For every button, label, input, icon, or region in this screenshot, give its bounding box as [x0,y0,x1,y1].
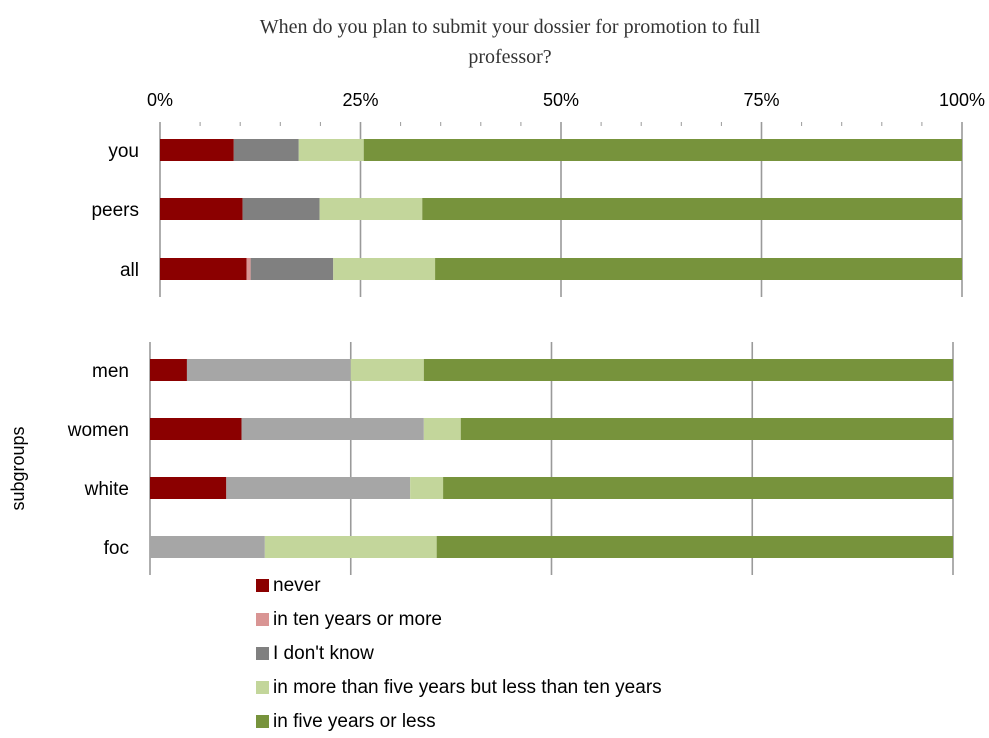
x-tick-label-50: 50% [543,90,579,110]
category-label-foc: foc [104,538,129,559]
bar-women-in-more-than-five-years-but-less-than-ten-years [423,418,461,440]
category-label-women: women [67,420,129,441]
bar-you-i-don-t-know [233,139,299,161]
category-label-men: men [92,361,129,382]
bar-women-never [150,418,242,440]
legend-label-in-ten-years-or-more: in ten years or more [273,609,442,630]
bar-peers-in-five-years-or-less [422,198,962,220]
bar-you-in-five-years-or-less [363,139,962,161]
bar-foc-in-more-than-five-years-but-less-than-ten-years [264,536,437,558]
chart-title-line-2: professor? [468,46,551,68]
bar-you-in-more-than-five-years-but-less-than-ten-years [298,139,364,161]
bar-men-in-five-years-or-less [423,359,953,381]
bar-white-in-more-than-five-years-but-less-than-ten-years [410,477,444,499]
legend-swatch-in-more-than-five-years-but-less-than-ten-years [256,681,269,694]
y-axis-label: subgroups [8,426,28,510]
bar-men-i-don-t-know [186,359,351,381]
category-label-you: you [108,141,139,162]
bar-all-i-don-t-know [250,258,334,280]
bar-foc-in-five-years-or-less [436,536,953,558]
x-tick-label-0: 0% [147,90,173,110]
bar-foc-i-don-t-know [150,536,265,558]
legend-label-never: never [273,575,321,596]
category-label-all: all [120,260,139,281]
bar-women-in-five-years-or-less [460,418,953,440]
x-tick-label-100: 100% [939,90,985,110]
legend-swatch-i-don-t-know [256,647,269,660]
bar-all-in-ten-years-or-more [246,258,251,280]
x-tick-label-25: 25% [342,90,378,110]
legend-swatch-never [256,579,269,592]
bar-all-in-five-years-or-less [435,258,962,280]
bar-peers-i-don-t-know [242,198,320,220]
x-tick-label-75: 75% [743,90,779,110]
bar-white-i-don-t-know [226,477,411,499]
legend-label-in-five-years-or-less: in five years or less [273,711,436,732]
bar-all-never [160,258,247,280]
bar-men-never [150,359,187,381]
bar-white-in-five-years-or-less [443,477,953,499]
bar-men-in-more-than-five-years-but-less-than-ten-years [350,359,424,381]
bar-all-in-more-than-five-years-but-less-than-ten-years [333,258,436,280]
category-label-white: white [84,479,129,500]
category-label-peers: peers [91,200,139,221]
legend-swatch-in-ten-years-or-more [256,613,269,626]
bar-peers-never [160,198,243,220]
bar-white-never [150,477,227,499]
legend-swatch-in-five-years-or-less [256,715,269,728]
bar-peers-in-more-than-five-years-but-less-than-ten-years [319,198,423,220]
legend-label-in-more-than-five-years-but-less-than-ten-years: in more than five years but less than te… [273,677,662,698]
legend-label-i-don-t-know: I don't know [273,643,374,664]
bar-women-i-don-t-know [241,418,424,440]
bar-you-never [160,139,234,161]
chart-title-line-1: When do you plan to submit your dossier … [260,16,761,38]
